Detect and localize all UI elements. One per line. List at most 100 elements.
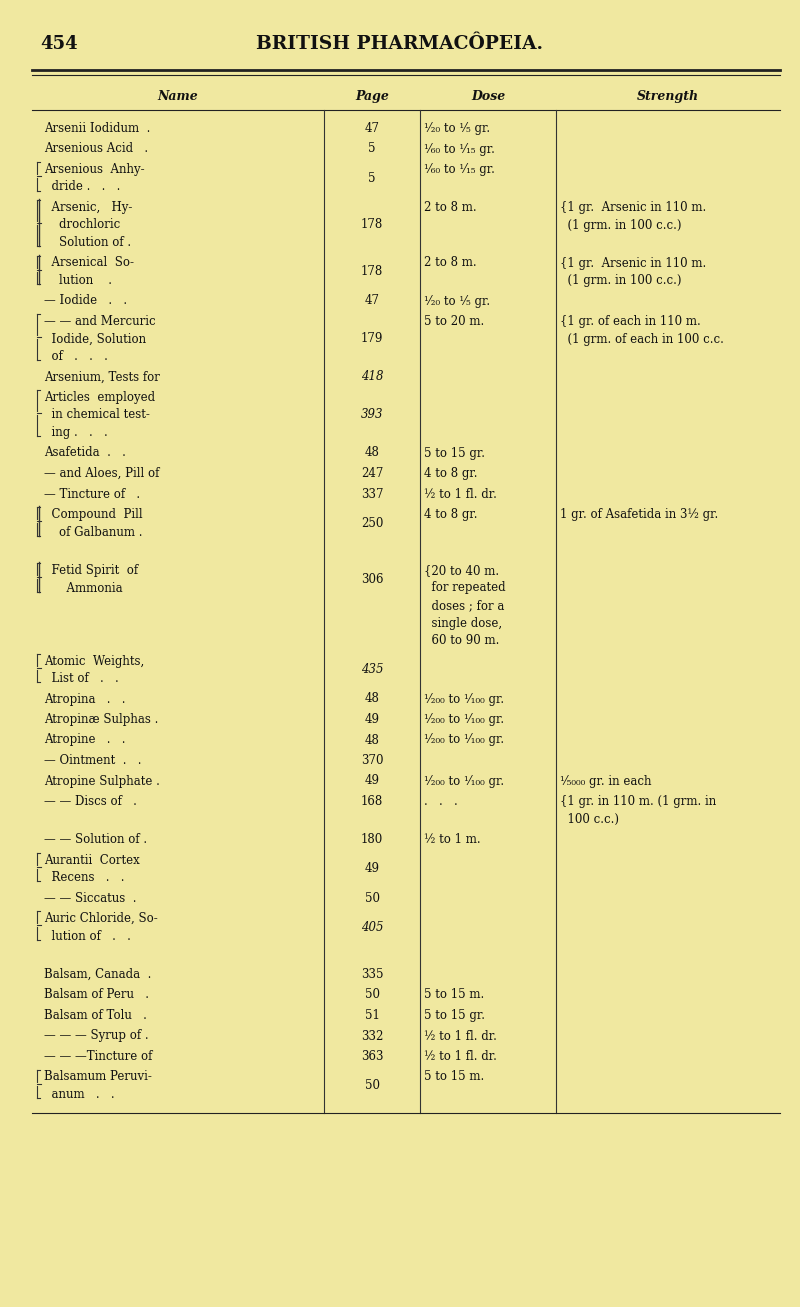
Text: Arsenious Acid   .: Arsenious Acid .: [44, 142, 148, 156]
Text: 168: 168: [361, 795, 383, 808]
Text: Atomic  Weights,: Atomic Weights,: [44, 655, 144, 668]
Text: Ammonia: Ammonia: [44, 582, 122, 595]
Text: 49: 49: [365, 714, 379, 725]
Text: — — —Tincture of: — — —Tincture of: [44, 1050, 152, 1063]
Text: Atropine   .   .: Atropine . .: [44, 733, 126, 746]
Text: ½ to 1 fl. dr.: ½ to 1 fl. dr.: [424, 488, 497, 501]
Text: 48: 48: [365, 733, 379, 746]
Text: — Ointment  .   .: — Ointment . .: [44, 754, 142, 767]
Text: ¹⁄₂₀₀ to ¹⁄₁₀₀ gr.: ¹⁄₂₀₀ to ¹⁄₁₀₀ gr.: [424, 733, 504, 746]
Text: {20 to 40 m.: {20 to 40 m.: [424, 565, 499, 576]
Text: lution of   .   .: lution of . .: [44, 929, 131, 942]
Text: ½ to 1 fl. dr.: ½ to 1 fl. dr.: [424, 1050, 497, 1063]
Text: Balsamum Peruvi-: Balsamum Peruvi-: [44, 1070, 152, 1084]
Text: 250: 250: [361, 516, 383, 529]
Text: — — Discs of   .: — — Discs of .: [44, 795, 137, 808]
Text: Arsenic,   Hy-: Arsenic, Hy-: [44, 201, 132, 214]
Text: (1 grm. of each in 100 c.c.: (1 grm. of each in 100 c.c.: [560, 332, 724, 345]
Text: 247: 247: [361, 467, 383, 480]
Text: 337: 337: [361, 488, 383, 501]
Text: .   .   .: . . .: [424, 795, 458, 808]
Text: 50: 50: [365, 988, 379, 1001]
Text: Asafetida  .   .: Asafetida . .: [44, 447, 126, 460]
Text: Arsenii Iodidum  .: Arsenii Iodidum .: [44, 122, 150, 135]
Text: Auric Chloride, So-: Auric Chloride, So-: [44, 912, 158, 925]
Text: Arsenium, Tests for: Arsenium, Tests for: [44, 370, 160, 383]
Text: 4 to 8 gr.: 4 to 8 gr.: [424, 508, 478, 521]
Text: 4 to 8 gr.: 4 to 8 gr.: [424, 467, 478, 480]
Text: Arsenious  Anhy-: Arsenious Anhy-: [44, 163, 145, 176]
Text: 47: 47: [365, 294, 379, 307]
Text: ¹⁄₂₀ to ¹⁄₅ gr.: ¹⁄₂₀ to ¹⁄₅ gr.: [424, 122, 490, 135]
Text: 393: 393: [361, 409, 383, 421]
Text: Compound  Pill: Compound Pill: [44, 508, 142, 521]
Text: 100 c.c.): 100 c.c.): [560, 813, 619, 826]
Text: 5 to 15 gr.: 5 to 15 gr.: [424, 1009, 485, 1022]
Text: — — Siccatus  .: — — Siccatus .: [44, 891, 137, 904]
Text: 50: 50: [365, 891, 379, 904]
Text: {1 gr.  Arsenic in 110 m.: {1 gr. Arsenic in 110 m.: [560, 256, 706, 269]
Text: 418: 418: [361, 370, 383, 383]
Text: 454: 454: [40, 35, 78, 54]
Text: of Galbanum .: of Galbanum .: [44, 525, 142, 538]
Text: single dose,: single dose,: [424, 617, 502, 630]
Text: ½ to 1 fl. dr.: ½ to 1 fl. dr.: [424, 1030, 497, 1043]
Text: Balsam of Peru   .: Balsam of Peru .: [44, 988, 149, 1001]
Text: 178: 178: [361, 265, 383, 278]
Text: Balsam of Tolu   .: Balsam of Tolu .: [44, 1009, 147, 1022]
Text: ¹⁄₆₀ to ¹⁄₁₅ gr.: ¹⁄₆₀ to ¹⁄₁₅ gr.: [424, 142, 495, 156]
Text: lution    .: lution .: [44, 274, 112, 288]
Text: Fetid Spirit  of: Fetid Spirit of: [44, 565, 138, 576]
Text: 5: 5: [368, 171, 376, 184]
Text: 435: 435: [361, 663, 383, 676]
Text: 370: 370: [361, 754, 383, 767]
Text: ¹⁄₂₀₀ to ¹⁄₁₀₀ gr.: ¹⁄₂₀₀ to ¹⁄₁₀₀ gr.: [424, 714, 504, 725]
Text: Atropine Sulphate .: Atropine Sulphate .: [44, 775, 160, 788]
Text: — — and Mercuric: — — and Mercuric: [44, 315, 156, 328]
Text: Arsenical  So-: Arsenical So-: [44, 256, 134, 269]
Text: BRITISH PHARMACÔPEIA.: BRITISH PHARMACÔPEIA.: [257, 35, 543, 54]
Text: 5: 5: [368, 142, 376, 156]
Text: 363: 363: [361, 1050, 383, 1063]
Text: 1 gr. of Asafetida in 3½ gr.: 1 gr. of Asafetida in 3½ gr.: [560, 508, 718, 521]
Text: 49: 49: [365, 863, 379, 876]
Text: Iodide, Solution: Iodide, Solution: [44, 332, 146, 345]
Text: dride .   .   .: dride . . .: [44, 180, 120, 193]
Text: ing .   .   .: ing . . .: [44, 426, 108, 439]
Text: Atropinæ Sulphas .: Atropinæ Sulphas .: [44, 714, 158, 725]
Text: {1 gr. of each in 110 m.: {1 gr. of each in 110 m.: [560, 315, 701, 328]
Text: (1 grm. in 100 c.c.): (1 grm. in 100 c.c.): [560, 218, 682, 231]
Text: — Iodide   .   .: — Iodide . .: [44, 294, 127, 307]
Text: 5 to 15 m.: 5 to 15 m.: [424, 988, 484, 1001]
Text: — Tincture of   .: — Tincture of .: [44, 488, 140, 501]
Text: 48: 48: [365, 693, 379, 706]
Text: Aurantii  Cortex: Aurantii Cortex: [44, 853, 140, 867]
Text: Recens   .   .: Recens . .: [44, 870, 125, 884]
Text: 179: 179: [361, 332, 383, 345]
Text: — — Solution of .: — — Solution of .: [44, 833, 147, 846]
Text: 2 to 8 m.: 2 to 8 m.: [424, 256, 477, 269]
Text: of   .   .   .: of . . .: [44, 350, 108, 363]
Text: ¹⁄₆₀ to ¹⁄₁₅ gr.: ¹⁄₆₀ to ¹⁄₁₅ gr.: [424, 163, 495, 176]
Text: Page: Page: [355, 90, 389, 103]
Text: Balsam, Canada  .: Balsam, Canada .: [44, 968, 151, 982]
Text: ½ to 1 m.: ½ to 1 m.: [424, 833, 481, 846]
Text: 48: 48: [365, 447, 379, 460]
Text: — — — Syrup of .: — — — Syrup of .: [44, 1030, 149, 1043]
Text: 180: 180: [361, 833, 383, 846]
Text: ¹⁄₂₀₀ to ¹⁄₁₀₀ gr.: ¹⁄₂₀₀ to ¹⁄₁₀₀ gr.: [424, 775, 504, 788]
Text: drochloric: drochloric: [44, 218, 120, 231]
Text: 5 to 20 m.: 5 to 20 m.: [424, 315, 484, 328]
Text: 2 to 8 m.: 2 to 8 m.: [424, 201, 477, 214]
Text: 50: 50: [365, 1080, 379, 1093]
Text: in chemical test-: in chemical test-: [44, 409, 150, 421]
Text: — and Aloes, Pill of: — and Aloes, Pill of: [44, 467, 159, 480]
Text: List of   .   .: List of . .: [44, 672, 118, 685]
Text: Dose: Dose: [471, 90, 505, 103]
Text: 178: 178: [361, 218, 383, 231]
Text: {1 gr. in 110 m. (1 grm. in: {1 gr. in 110 m. (1 grm. in: [560, 795, 716, 808]
Text: Strength: Strength: [637, 90, 699, 103]
Text: 60 to 90 m.: 60 to 90 m.: [424, 634, 499, 647]
Text: 5 to 15 gr.: 5 to 15 gr.: [424, 447, 485, 460]
Text: {1 gr.  Arsenic in 110 m.: {1 gr. Arsenic in 110 m.: [560, 201, 706, 214]
